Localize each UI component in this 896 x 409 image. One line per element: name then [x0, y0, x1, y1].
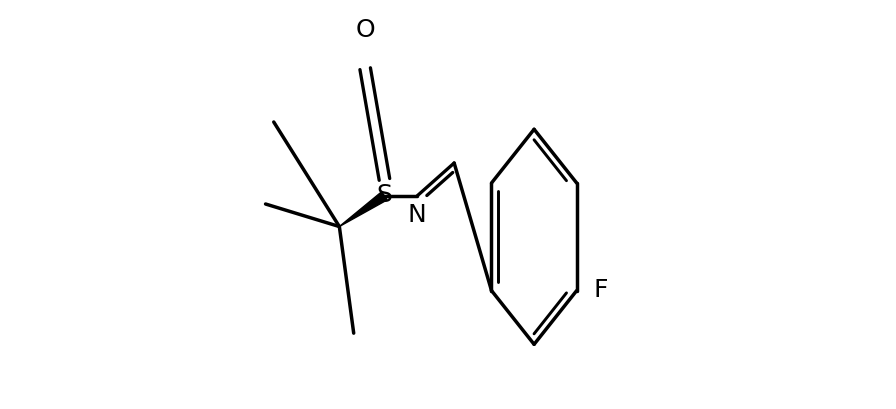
Text: F: F	[593, 277, 607, 301]
Text: N: N	[408, 202, 426, 227]
Text: S: S	[376, 182, 392, 206]
Text: O: O	[356, 18, 375, 42]
Polygon shape	[340, 192, 387, 227]
